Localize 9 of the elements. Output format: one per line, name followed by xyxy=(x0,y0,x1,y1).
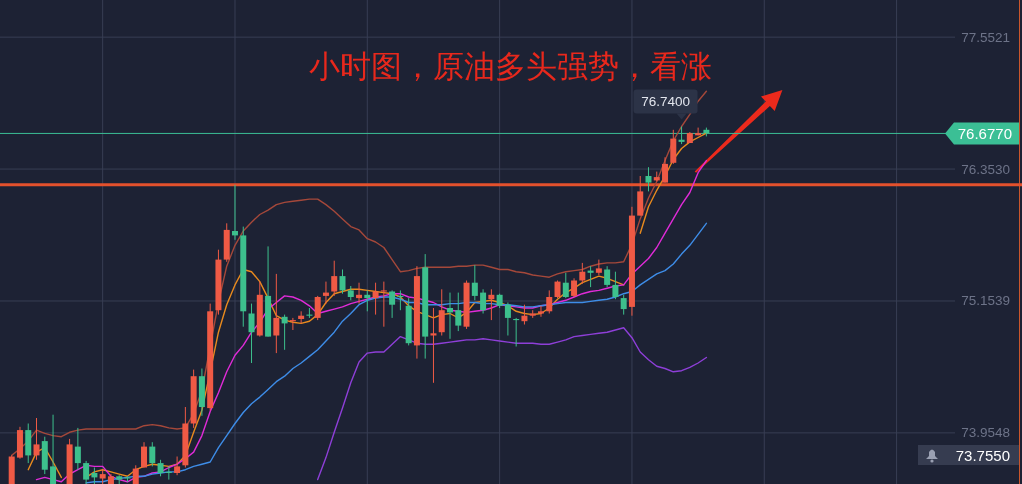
annotation: 76.7400 xyxy=(641,94,690,109)
ref-line-label: 76.6770 xyxy=(957,124,1012,142)
y-tick-label: 73.9548 xyxy=(961,425,1010,441)
price-tag: 73.7550 xyxy=(918,445,1019,465)
y-tick-label: 77.5521 xyxy=(961,29,1010,45)
text: 小时图，原油多头强势，看涨 xyxy=(308,49,712,84)
y-tick-label: 76.3530 xyxy=(961,161,1010,177)
y-tick-label: 75.1539 xyxy=(961,293,1010,309)
ref-line: 76.6770 xyxy=(0,122,1019,145)
